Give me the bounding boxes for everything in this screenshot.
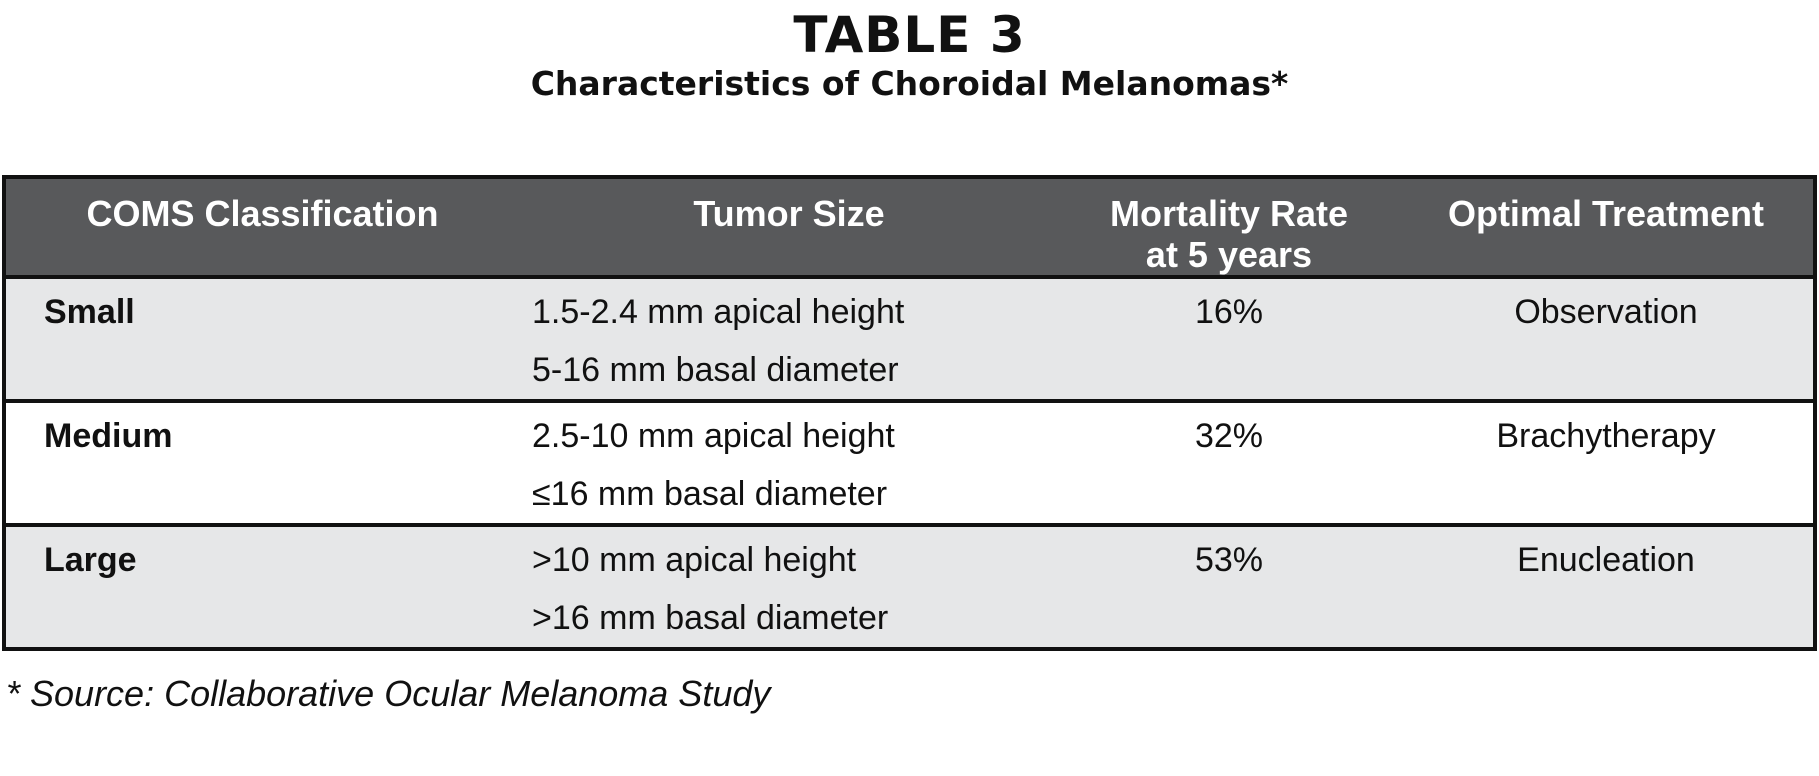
classification-cell: Medium — [4, 401, 519, 525]
apical-height-text: >10 mm apical height — [532, 541, 857, 579]
header-tumor-size: Tumor Size — [519, 177, 1059, 277]
mortality-rate-cell: 16% — [1059, 277, 1399, 401]
header-coms-classification: COMS Classification — [4, 177, 519, 277]
tumor-size-cell: 1.5-2.4 mm apical height 5-16 mm basal d… — [519, 277, 1059, 401]
basal-diameter-text: 5-16 mm basal diameter — [532, 351, 899, 389]
mortality-rate-cell: 32% — [1059, 401, 1399, 525]
treatment-cell: Observation — [1399, 277, 1815, 401]
table-row: Large >10 mm apical height >16 mm basal … — [4, 525, 1815, 649]
header-mortality-rate-line2: at 5 years — [1145, 234, 1313, 275]
apical-height-text: 2.5-10 mm apical height — [532, 417, 895, 455]
basal-diameter-text: >16 mm basal diameter — [532, 599, 889, 637]
treatment-cell: Brachytherapy — [1399, 401, 1815, 525]
table-row: Medium 2.5-10 mm apical height ≤16 mm ba… — [4, 401, 1815, 525]
melanoma-characteristics-table: COMS Classification Tumor Size Mortality… — [2, 175, 1817, 651]
header-mortality-rate-line1: Mortality Rate — [1109, 193, 1349, 234]
tumor-size-cell: 2.5-10 mm apical height ≤16 mm basal dia… — [519, 401, 1059, 525]
table-title: TABLE 3 — [793, 6, 1026, 64]
classification-cell: Small — [4, 277, 519, 401]
table-header-row: COMS Classification Tumor Size Mortality… — [4, 177, 1815, 277]
tumor-size-cell: >10 mm apical height >16 mm basal diamet… — [519, 525, 1059, 649]
header-mortality-rate: Mortality Rate at 5 years — [1059, 177, 1399, 277]
table-subtitle: Characteristics of Choroidal Melanomas* — [530, 64, 1289, 103]
table-row: Small 1.5-2.4 mm apical height 5-16 mm b… — [4, 277, 1815, 401]
header-optimal-treatment: Optimal Treatment — [1399, 177, 1815, 277]
basal-diameter-text: ≤16 mm basal diameter — [532, 475, 888, 513]
apical-height-text: 1.5-2.4 mm apical height — [532, 293, 905, 331]
mortality-rate-cell: 53% — [1059, 525, 1399, 649]
source-footnote: * Source: Collaborative Ocular Melanoma … — [6, 673, 771, 714]
classification-cell: Large — [4, 525, 519, 649]
treatment-cell: Enucleation — [1399, 525, 1815, 649]
